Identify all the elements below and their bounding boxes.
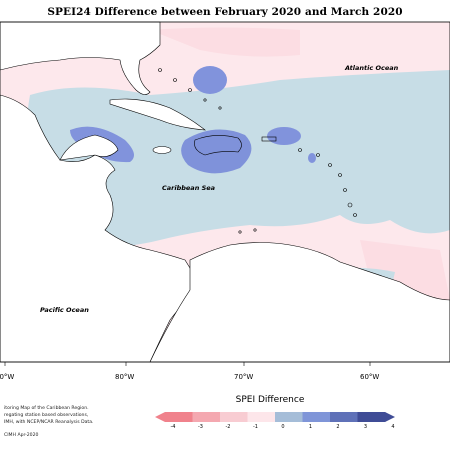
land-north-america xyxy=(0,21,161,95)
legend-arrow-high xyxy=(385,412,395,422)
longitude-axis: 90°W 80°W 70°W 60°W xyxy=(0,362,379,381)
pink-anomaly-north xyxy=(150,27,300,57)
land-jamaica xyxy=(152,146,172,154)
land-yucatan xyxy=(59,134,119,161)
legend-tick-label: -2 xyxy=(226,424,231,430)
legend-swatch xyxy=(330,412,358,422)
tick-80w: 80°W xyxy=(115,373,134,381)
tick-90w: 90°W xyxy=(0,373,14,381)
blue-anomaly-hispaniola xyxy=(181,129,252,174)
legend-colorbar: -4 -3 -2 -1 0 1 2 3 4 xyxy=(155,412,395,430)
blue-anomaly-puerto-rico xyxy=(267,127,301,145)
land-puerto-rico xyxy=(261,136,277,142)
land-south-america xyxy=(149,242,450,363)
legend-tick-label: -4 xyxy=(171,424,176,430)
credit-line-3: IMH, with NCEP/NCAR Reanalysis Data. xyxy=(4,420,94,425)
label-caribbean-sea: Caribbean Sea xyxy=(162,184,215,192)
legend-swatch xyxy=(275,412,303,422)
legend-arrow-low xyxy=(155,412,165,422)
legend-tick-label: -3 xyxy=(198,424,203,430)
legend-swatch xyxy=(192,412,221,422)
blue-anomaly-small xyxy=(308,153,316,163)
legend-swatch xyxy=(165,412,193,422)
map-title: SPEI24 Difference between February 2020 … xyxy=(47,6,403,18)
legend-title: SPEI Difference xyxy=(235,395,305,405)
land-lesser-antilles xyxy=(238,148,357,234)
map-border xyxy=(0,21,450,363)
land-hispaniola xyxy=(194,135,242,156)
legend-tick-label: 1 xyxy=(309,424,312,430)
legend-tick-label: 4 xyxy=(391,424,394,430)
land-bahamas xyxy=(158,68,222,110)
legend-swatch xyxy=(220,412,248,422)
legend-swatch xyxy=(247,412,276,422)
land-cuba xyxy=(109,98,206,131)
credit-line-4: CIMH Apr-2020 xyxy=(4,433,39,438)
blue-anomaly-bahamas xyxy=(193,66,227,94)
credit-line-2: regating station based observations, xyxy=(4,413,89,418)
label-atlantic-ocean: Atlantic Ocean xyxy=(344,64,399,72)
legend-swatch xyxy=(302,412,331,422)
legend-tick-label: 0 xyxy=(281,424,284,430)
legend-tick-label: 3 xyxy=(364,424,367,430)
legend-swatch xyxy=(357,412,386,422)
credit-line-1: itoring Map of the Caribbean Region. xyxy=(4,406,89,411)
tick-70w: 70°W xyxy=(234,373,253,381)
tick-60w: 60°W xyxy=(360,373,379,381)
legend-tick-label: 2 xyxy=(336,424,339,430)
legend-tick-label: -1 xyxy=(253,424,258,430)
label-pacific-ocean: Pacific Ocean xyxy=(40,306,89,314)
